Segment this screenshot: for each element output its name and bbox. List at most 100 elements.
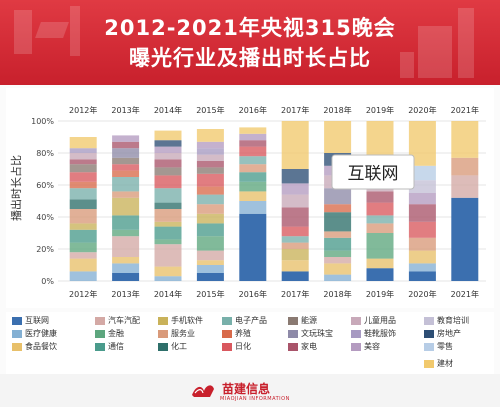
bar-segment	[69, 229, 97, 243]
bar-segment	[324, 274, 352, 281]
legend-label: 文玩珠宝	[301, 329, 333, 338]
bar-segment	[324, 250, 352, 257]
bar-segment	[196, 236, 224, 251]
bar-segment	[324, 257, 352, 264]
bar-segment	[196, 186, 224, 195]
legend-swatch	[12, 330, 22, 338]
y-tick-label: 80%	[36, 149, 54, 158]
bar-segment	[112, 229, 140, 237]
legend-label: 通信	[108, 342, 124, 351]
bar-segment	[239, 156, 267, 165]
header-decoration	[70, 6, 80, 56]
bar-segment	[69, 223, 97, 230]
bar-segment	[154, 209, 182, 222]
bar-segment	[281, 194, 309, 208]
bar-segment	[366, 223, 394, 233]
bar-segment	[239, 172, 267, 182]
x-tick-label: 2013年	[111, 289, 139, 299]
legend-swatch	[351, 343, 361, 351]
bar-segment	[239, 164, 267, 173]
bar-segment	[366, 233, 394, 259]
legend-swatch	[424, 343, 434, 351]
bar-segment	[451, 197, 479, 281]
legend-label: 教育培训	[437, 316, 469, 325]
bar-segment	[281, 260, 309, 272]
bar-segment	[69, 148, 97, 153]
x-tick-label: 2014年	[154, 289, 182, 299]
legend-swatch	[288, 330, 298, 338]
bar-segment	[239, 191, 267, 201]
bar-segment	[281, 207, 309, 227]
bar-segment	[112, 135, 140, 142]
legend-swatch	[158, 330, 168, 338]
x-tick-label-top: 2013年	[111, 105, 139, 115]
bar-segment	[196, 204, 224, 214]
legend-label: 儿童用品	[364, 316, 396, 325]
x-tick-label-top: 2017年	[281, 105, 309, 115]
x-tick-label: 2015年	[196, 289, 224, 299]
bar-segment	[196, 223, 224, 237]
bar-segment	[324, 237, 352, 251]
legend-label: 房地产	[437, 329, 461, 338]
bar-segment	[281, 236, 309, 243]
bar-segment	[239, 201, 267, 214]
bar-segment	[239, 146, 267, 157]
header-decoration	[14, 10, 32, 54]
legend-swatch	[222, 343, 232, 351]
footer: 苗建信息 MIAOJIAN INFORMATION	[0, 374, 500, 407]
header-banner: 2012-2021年央视315晚会 曝光行业及播出时长占比	[0, 0, 500, 85]
bar-segment	[281, 249, 309, 261]
bar-segment	[154, 202, 182, 209]
x-tick-label: 2018年	[323, 289, 351, 299]
bar-segment	[154, 226, 182, 240]
bar-segment	[112, 236, 140, 257]
legend-label: 家电	[301, 342, 317, 351]
bar-segment	[324, 212, 352, 232]
legend-label: 金融	[108, 329, 124, 338]
page-subtitle: 曝光行业及播出时长占比	[129, 46, 371, 70]
brand-logo-icon	[192, 385, 214, 397]
legend-swatch	[95, 343, 105, 351]
bar-segment	[69, 252, 97, 259]
bar-segment	[281, 226, 309, 237]
callout: 互联网	[331, 154, 415, 190]
bar-segment	[324, 121, 352, 153]
bar-segment	[239, 127, 267, 134]
bar-segment	[366, 191, 394, 203]
bar-segment	[196, 167, 224, 174]
legend-swatch	[424, 330, 434, 338]
bar-segment	[366, 215, 394, 224]
bar-segment	[366, 258, 394, 269]
legend-label: 能源	[301, 316, 317, 325]
bar-segment	[196, 148, 224, 155]
bar-segment	[154, 244, 182, 267]
bar-segment	[154, 266, 182, 277]
bar-segment	[366, 268, 394, 281]
bar-segment	[154, 175, 182, 189]
bar-segment	[154, 276, 182, 281]
brand-tagline: MIAOJIAN INFORMATION	[220, 396, 290, 402]
bar-segment	[324, 188, 352, 205]
legend-label: 服务业	[171, 329, 195, 338]
bar-segment	[408, 204, 436, 222]
legend-swatch	[95, 330, 105, 338]
bar-segment	[196, 129, 224, 142]
bar-segment	[112, 170, 140, 177]
y-axis-title: 播出时长占比	[9, 155, 23, 221]
bar-segment	[408, 250, 436, 264]
bar-segment	[239, 213, 267, 281]
bar-segment	[451, 175, 479, 198]
legend-swatch	[222, 330, 232, 338]
legend-label: 鞋靴服饰	[364, 329, 396, 338]
legend-label: 电子产品	[235, 316, 267, 325]
chart-card: 0% 20% 40% 60% 80% 100% 2012年 2013年 2014年 2015年 2…	[6, 88, 494, 308]
bar-segment	[69, 172, 97, 182]
bar-segment	[154, 146, 182, 153]
bar-segment	[112, 197, 140, 216]
bar-segment	[239, 140, 267, 147]
header-decoration	[400, 52, 414, 78]
x-tick-label-top: 2021年	[451, 105, 479, 115]
x-tick-label: 2016年	[239, 289, 267, 299]
x-tick-label: 2012年	[69, 289, 97, 299]
bar-segment	[154, 159, 182, 168]
